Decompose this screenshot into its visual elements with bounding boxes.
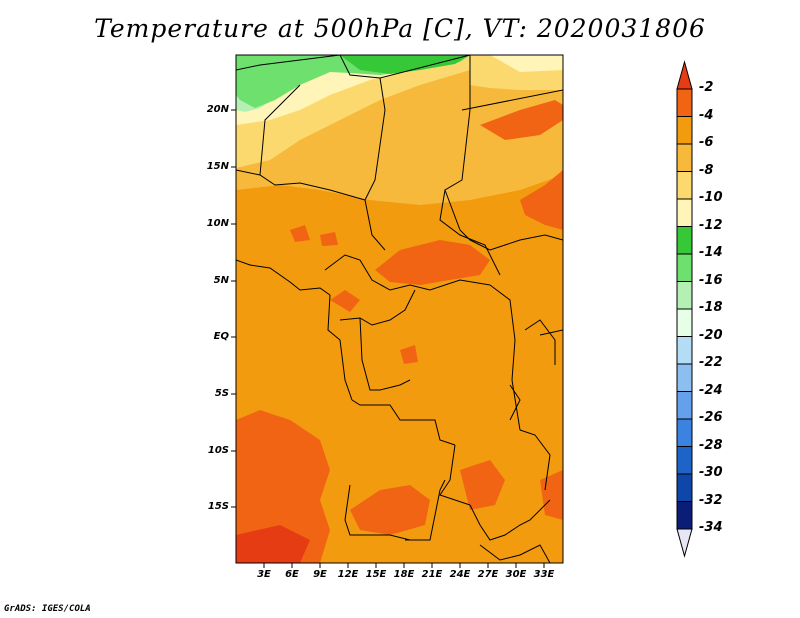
colorbar-swatch <box>676 88 693 117</box>
lon-ticks <box>263 563 545 568</box>
lat-ticks <box>231 109 236 508</box>
lon-label: 18E <box>393 569 415 580</box>
colorbar-swatch <box>676 501 693 530</box>
colorbar-swatch <box>676 473 693 502</box>
colorbar-swatch <box>676 281 693 310</box>
map-frame <box>235 54 564 564</box>
colorbar-label: -34 <box>699 520 723 535</box>
lat-label: 15N <box>206 161 229 172</box>
colorbar-label: -8 <box>699 162 714 178</box>
colorbar-swatch <box>676 528 693 558</box>
temperature-field <box>236 55 563 563</box>
colorbar-swatch <box>676 116 693 145</box>
colorbar-swatch <box>676 336 693 365</box>
colorbar-label: -18 <box>699 300 723 315</box>
colorbar-label: -24 <box>699 382 723 398</box>
colorbar-label: -20 <box>699 327 723 343</box>
colorbar-swatch <box>676 446 693 475</box>
colorbar-swatch <box>676 253 693 282</box>
colorbar-label: -6 <box>699 135 714 150</box>
lat-label: 5N <box>213 275 229 286</box>
country-borders <box>236 55 563 563</box>
colorbar-swatch <box>676 60 693 90</box>
colorbar-label: -32 <box>699 492 723 508</box>
lat-label: 10S <box>207 445 229 456</box>
colorbar <box>676 60 693 558</box>
colorbar-label: -2 <box>699 80 714 95</box>
colorbar-swatch <box>676 143 693 172</box>
colorbar-swatch <box>676 226 693 255</box>
lon-label: 21E <box>421 569 443 580</box>
lat-label: 10N <box>206 218 229 229</box>
lon-label: 12E <box>337 569 359 580</box>
lon-label: 30E <box>505 569 527 580</box>
colorbar-swatch <box>676 391 693 420</box>
colorbar-label: -14 <box>699 245 723 260</box>
map-title: Temperature at 500hPa [C], VT: 202003180… <box>94 14 706 43</box>
lat-label: 15S <box>207 501 229 512</box>
lat-label: 5S <box>214 388 229 399</box>
colorbar-label: -10 <box>699 190 723 205</box>
lon-label: 27E <box>477 569 499 580</box>
colorbar-label: -16 <box>699 272 723 288</box>
lon-label: 15E <box>365 569 387 580</box>
lat-label: EQ <box>213 331 229 342</box>
colorbar-swatch <box>676 363 693 392</box>
colorbar-label: -12 <box>699 217 723 233</box>
colorbar-swatch <box>676 308 693 337</box>
lon-label: 9E <box>313 569 327 580</box>
credit-text: GrADS: IGES/COLA <box>4 604 91 614</box>
colorbar-swatch <box>676 418 693 447</box>
colorbar-label: -22 <box>699 355 723 370</box>
colorbar-label: -30 <box>699 465 723 480</box>
lon-label: 6E <box>285 569 299 580</box>
lon-label: 24E <box>449 569 471 580</box>
lon-label: 3E <box>257 569 271 580</box>
colorbar-label: -26 <box>699 410 723 425</box>
lat-label: 20N <box>206 104 229 115</box>
colorbar-label: -4 <box>699 107 714 123</box>
colorbar-swatch <box>676 198 693 227</box>
colorbar-label: -28 <box>699 437 723 453</box>
lon-label: 33E <box>533 569 555 580</box>
colorbar-swatch <box>676 171 693 200</box>
